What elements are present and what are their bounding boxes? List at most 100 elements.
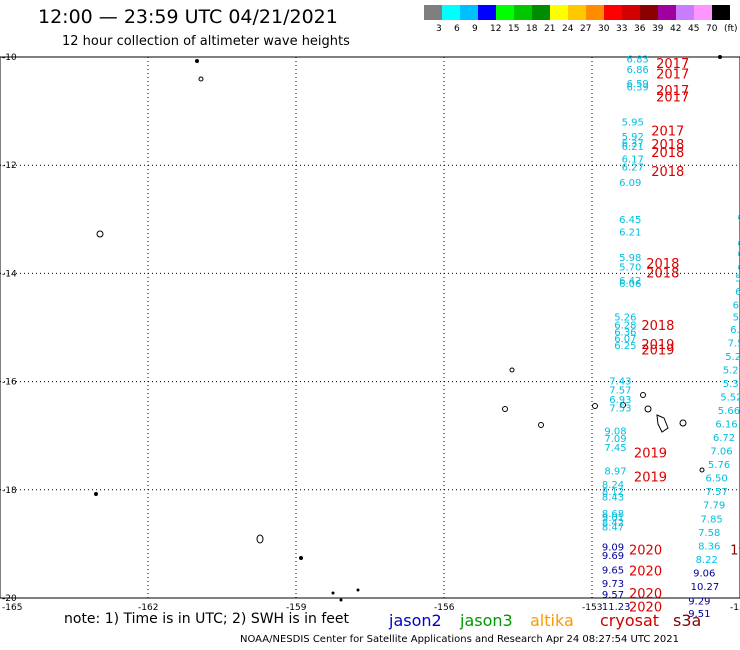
pass-number: 2018 <box>646 257 679 272</box>
pass-number: 2018 <box>651 165 684 180</box>
swh-value: 5.92 <box>622 132 644 143</box>
scale-swatch <box>424 5 442 20</box>
scale-unit: (ft) <box>724 24 738 34</box>
lon-label: -153 <box>582 603 602 613</box>
swh-value: 6.45 <box>619 215 641 226</box>
island <box>538 422 544 428</box>
swh-value: 6.16 <box>715 420 737 431</box>
swh-value: 9.06 <box>693 568 715 579</box>
island <box>592 403 598 409</box>
lon-label: -165 <box>2 603 22 613</box>
swh-value: 8.12 <box>602 487 624 498</box>
swh-value: 5.21 <box>723 365 740 376</box>
scale-swatch <box>658 5 676 20</box>
scale-label: 42 <box>670 24 682 34</box>
scale-swatch <box>712 5 730 20</box>
swh-value: 6 <box>738 249 740 260</box>
island-outlines <box>94 55 722 602</box>
swh-value: 6 <box>738 263 740 274</box>
swh-value: 6.28 <box>614 321 636 332</box>
scale-label: 24 <box>562 24 574 34</box>
swh-value: 8.22 <box>696 555 718 566</box>
island <box>96 230 104 238</box>
island <box>256 534 264 544</box>
satellite-jason3: jason3 <box>460 611 513 630</box>
swh-value: 6.27 <box>622 163 644 174</box>
swh-value: 7.06 <box>710 447 732 458</box>
island <box>640 392 646 398</box>
lon-label: -156 <box>434 603 455 613</box>
island <box>502 406 508 412</box>
swh-value: 6.17 <box>622 154 644 165</box>
island <box>356 588 360 592</box>
chart-title: 12:00 — 23:59 UTC 04/21/2021 <box>38 6 338 28</box>
lat-label: -18 <box>2 486 17 496</box>
scale-label: 30 <box>598 24 610 34</box>
axis-labels: -10-12-14-16-18-20-165 -162 -159 -156 -153 -1… <box>2 53 740 613</box>
pass-number: 2017 <box>656 57 689 72</box>
scale-label: 9 <box>472 24 478 34</box>
scale-swatch <box>478 5 496 20</box>
swh-value: 9.51 <box>688 609 710 620</box>
island <box>198 76 204 82</box>
scale-swatch <box>514 5 532 20</box>
lat-label: -16 <box>2 378 17 388</box>
swh-value: 7.53 <box>609 403 631 414</box>
swh-value: 6.72 <box>713 433 735 444</box>
swh-value: 5.3 <box>735 274 740 285</box>
scale-swatch <box>640 5 658 20</box>
pass-number: 1954 <box>730 544 740 559</box>
swh-value: 9.57 <box>602 590 624 601</box>
scale-label: 3 <box>436 24 442 34</box>
swh-value: 5.70 <box>619 263 641 274</box>
swh-value: 7.79 <box>703 501 725 512</box>
scale-label: 15 <box>508 24 520 34</box>
swh-value: 7.57 <box>609 386 631 397</box>
scale-label: 6 <box>454 24 460 34</box>
swh-value: 6.2 <box>735 287 740 298</box>
swh-value: 5.26 <box>614 312 636 323</box>
swh-value: 9.01 <box>602 513 624 524</box>
swh-value: 5.31 <box>723 379 740 390</box>
chart-subtitle: 12 hour collection of altimeter wave hei… <box>62 34 350 49</box>
island <box>679 419 687 427</box>
island <box>94 492 98 496</box>
swh-value: 10.27 <box>691 582 720 593</box>
scale-swatch <box>532 5 550 20</box>
swh-value: 5.95 <box>622 118 644 129</box>
swh-value: 8.47 <box>602 522 624 533</box>
scale-label: 33 <box>616 24 628 34</box>
swh-value: 6.86 <box>627 65 649 76</box>
island <box>331 591 335 595</box>
lon-label: -15 <box>730 603 740 613</box>
swh-value: 9.69 <box>602 551 624 562</box>
swh-value: 11.23 <box>602 602 631 613</box>
scale-label: 39 <box>652 24 664 34</box>
swh-value: 9.65 <box>602 566 624 577</box>
scale-swatch <box>622 5 640 20</box>
scale-swatch <box>442 5 460 20</box>
pass-number: 2020 <box>629 587 662 602</box>
swh-value: 6.21 <box>619 228 641 239</box>
swh-value: 7.57 <box>705 487 727 498</box>
island <box>699 467 705 473</box>
swh-value: 6 <box>738 238 740 249</box>
scale-label: 70 <box>706 24 718 34</box>
swh-value: 6.50 <box>705 474 727 485</box>
observation-labels: 6.836.866.596.395.955.926.376.216.176.27… <box>602 54 740 620</box>
pass-number: 2017 <box>656 90 689 105</box>
swh-value: 6.93 <box>609 395 631 406</box>
pass-number: 2017 <box>656 68 689 83</box>
swh-value: 8.36 <box>698 541 720 552</box>
swh-value: 5.66 <box>718 406 740 417</box>
swh-value: 6.21 <box>622 142 644 153</box>
island <box>718 55 722 59</box>
pass-number: 2017 <box>651 124 684 139</box>
scale-label: 27 <box>580 24 592 34</box>
scale-label: 21 <box>544 24 556 34</box>
swh-value: 5.06 <box>733 312 740 323</box>
island <box>509 367 515 373</box>
satellite-cryosat: cryosat <box>600 611 660 630</box>
swh-value: 7.09 <box>604 434 626 445</box>
island <box>620 402 626 408</box>
